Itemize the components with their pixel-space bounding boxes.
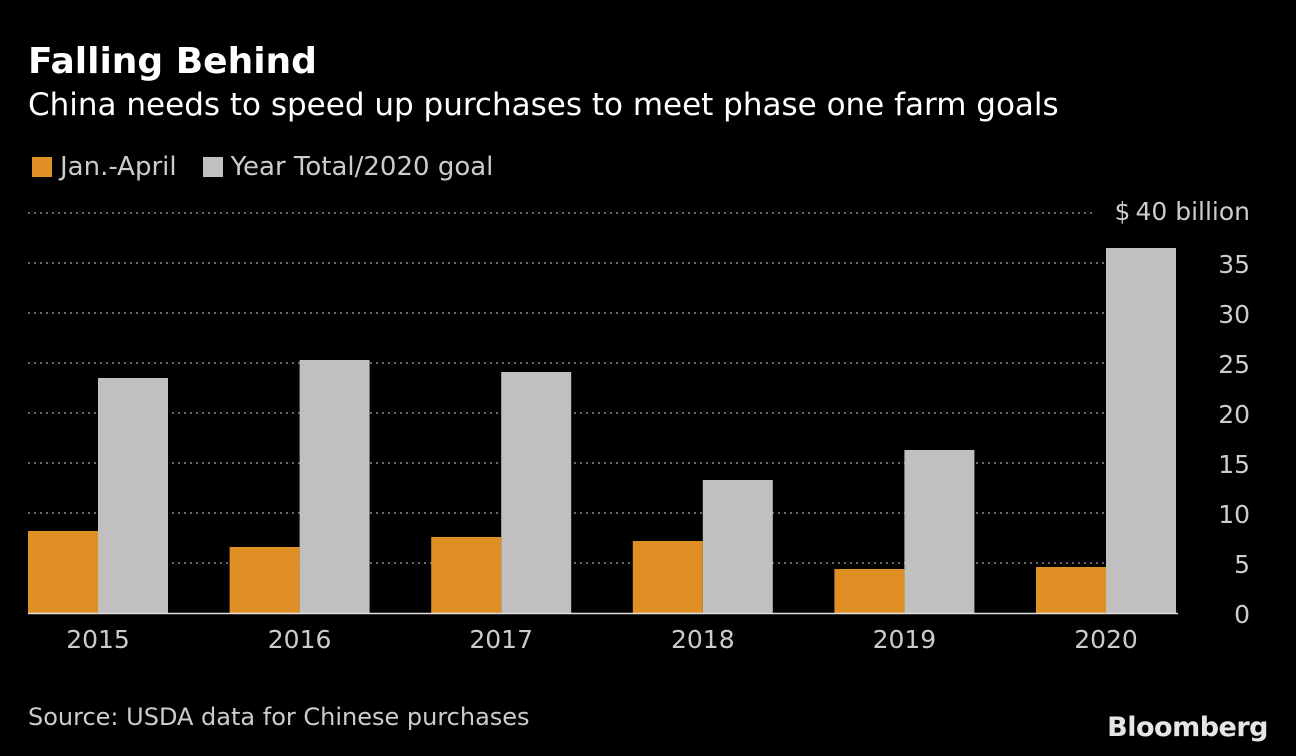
bar-year-total [98, 378, 168, 613]
bar-jan-april [1036, 567, 1106, 613]
bar-jan-april [28, 531, 98, 613]
y-tick-label: 35 [1218, 250, 1250, 279]
x-tick-label: 2020 [1074, 625, 1138, 654]
bar-year-total [904, 450, 975, 613]
chart-title: Falling Behind [28, 41, 317, 82]
bar-year-total [299, 360, 370, 613]
chart-subtitle: China needs to speed up purchases to mee… [28, 87, 1059, 123]
y-tick-label: 20 [1218, 400, 1250, 429]
bar-jan-april [834, 569, 905, 613]
legend-item-jan-april: Jan.-April [32, 152, 177, 182]
bar-year-total [1106, 248, 1176, 613]
legend-swatch-jan-april [32, 157, 52, 177]
legend-swatch-year-total [202, 157, 223, 177]
y-tick-label: 30 [1218, 300, 1250, 329]
legend-label-jan-april: Jan.-April [60, 152, 177, 182]
y-tick-label: 10 [1218, 500, 1250, 529]
y-tick-label: 25 [1218, 350, 1250, 379]
y-tick-label-top: $ 40 billion [1115, 197, 1250, 226]
source-note: Source: USDA data for Chinese purchases [28, 703, 530, 731]
bloomberg-logo: Bloomberg [1107, 712, 1268, 743]
legend-label-year-total: Year Total/2020 goal [230, 152, 494, 182]
y-tick-label: 15 [1218, 450, 1250, 479]
bar-jan-april [632, 541, 703, 613]
bar-jan-april [431, 537, 502, 613]
y-tick-label: 0 [1234, 600, 1250, 629]
bar-jan-april [229, 547, 300, 613]
x-tick-label: 2017 [469, 625, 533, 654]
x-tick-label: 2018 [671, 625, 735, 654]
x-tick-label: 2015 [66, 625, 130, 654]
legend: Jan.-April Year Total/2020 goal [32, 150, 519, 184]
bar-year-total [702, 480, 773, 613]
x-tick-label: 2019 [873, 625, 937, 654]
legend-item-year-total: Year Total/2020 goal [202, 152, 494, 182]
x-tick-label: 2016 [268, 625, 332, 654]
bar-year-total [501, 372, 572, 613]
y-tick-label: 5 [1234, 550, 1250, 579]
